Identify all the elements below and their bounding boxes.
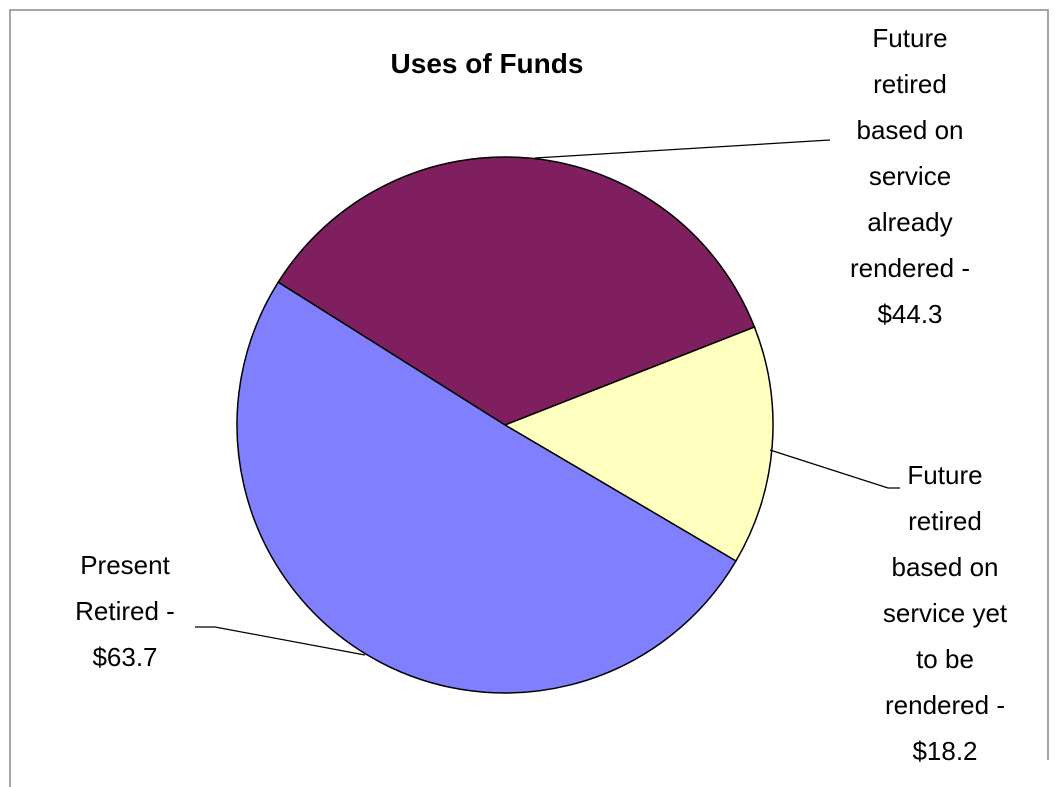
- chart-title: Uses of Funds: [390, 48, 584, 79]
- pie-slice: [503, 326, 774, 563]
- value-label: $44.3: [877, 299, 943, 329]
- pie-slice: [236, 281, 737, 694]
- pie-slice: [277, 156, 756, 426]
- category-label: Future retired based on service yet to b…: [882, 460, 1008, 720]
- leader-line: [769, 449, 900, 489]
- leader-line: [534, 139, 831, 159]
- category-label: Future retired based on service already …: [850, 23, 970, 283]
- category-label: Present Retired -: [75, 550, 175, 626]
- frame: [9, 9, 1049, 787]
- value-label: $63.7: [92, 642, 158, 672]
- slice-label: Present Retired - $63.7: [55, 542, 195, 680]
- slice-label: Future retired based on service already …: [840, 15, 980, 337]
- slice-label: Future retired based on service yet to b…: [870, 452, 1020, 774]
- leader-line: [195, 626, 366, 656]
- value-label: $18.2: [912, 736, 978, 766]
